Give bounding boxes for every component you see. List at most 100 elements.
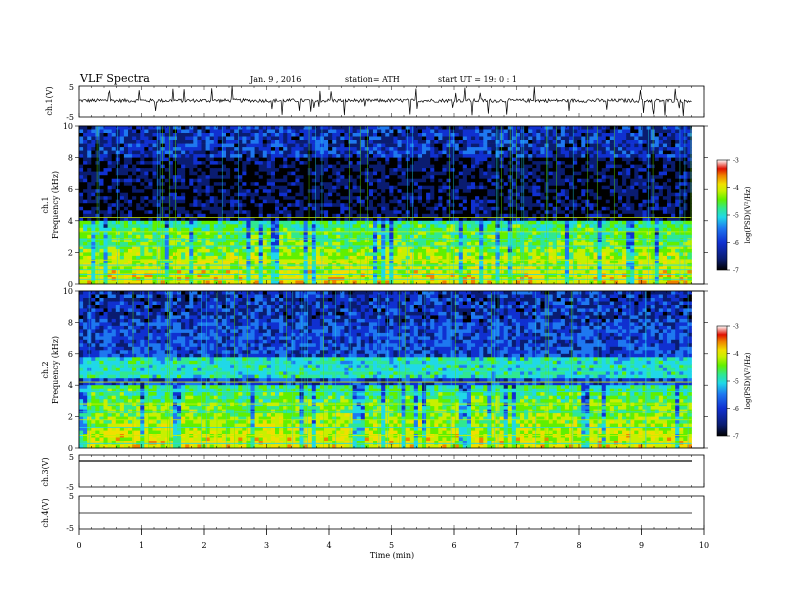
- spectrogram-cell: [466, 154, 472, 158]
- spectrogram-cell: [177, 255, 182, 260]
- spectrogram-cell: [164, 270, 170, 274]
- spectrogram-cell: [205, 270, 211, 274]
- spectrogram-cell: [217, 227, 223, 232]
- spectrogram-cell: [389, 252, 394, 257]
- spectrogram-cell: [140, 157, 145, 162]
- spectrogram-cell: [413, 217, 419, 222]
- spectrogram-cell: [270, 206, 276, 211]
- spectrogram-cell: [511, 150, 517, 155]
- spectrogram-cell: [397, 161, 402, 165]
- spectrogram-cell: [466, 231, 472, 236]
- spectrogram-cell: [254, 213, 260, 218]
- spectrogram-cell: [454, 270, 460, 274]
- spectrogram-cell: [324, 234, 329, 239]
- spectrogram-cell: [466, 248, 472, 253]
- spectrogram-cell: [483, 234, 488, 239]
- spectrogram-cell: [520, 182, 525, 187]
- spectrogram-cell: [503, 171, 509, 176]
- spectrogram-cell: [413, 171, 419, 176]
- spectrogram-cell: [368, 220, 374, 225]
- spectrogram-cell: [295, 231, 300, 236]
- spectrogram-cell: [291, 136, 296, 141]
- spectrogram-cell: [307, 231, 313, 236]
- spectrogram-cell: [524, 168, 529, 172]
- spectrogram-cell: [324, 266, 329, 271]
- spectrogram-cell: [311, 255, 317, 260]
- spectrogram-cell: [115, 273, 121, 278]
- spectrogram-cell: [136, 129, 141, 134]
- spectrogram-cell: [144, 143, 149, 148]
- spectrogram-cell: [422, 150, 427, 155]
- spectrogram-cell: [197, 255, 202, 260]
- spectrogram-cell: [217, 192, 223, 197]
- spectrogram-cell: [426, 136, 431, 141]
- spectrogram-cell: [275, 164, 280, 169]
- spectrogram-cell: [430, 164, 435, 169]
- spectrogram-cell: [201, 206, 206, 211]
- spectrogram-cell: [511, 126, 517, 130]
- spectrogram-cell: [87, 266, 92, 271]
- spectrogram-cell: [221, 238, 227, 243]
- spectrogram-cell: [332, 154, 337, 158]
- spectrogram-cell: [95, 157, 100, 162]
- spectrogram-cell: [123, 273, 129, 278]
- spectrogram-cell: [475, 224, 480, 229]
- spectrogram-cell: [144, 182, 149, 187]
- spectrogram-cell: [389, 248, 394, 253]
- spectrogram-cell: [315, 185, 321, 190]
- spectrogram-cell: [389, 238, 394, 243]
- spectrogram-cell: [515, 227, 521, 232]
- spectrogram-cell: [181, 252, 186, 257]
- spectrogram-cell: [520, 189, 525, 194]
- spectrogram-cell: [434, 129, 439, 134]
- spectrogram-cell: [393, 161, 398, 165]
- spectrogram-cell: [413, 252, 419, 257]
- spectrogram-cell: [315, 161, 321, 165]
- spectrogram-cell: [344, 266, 349, 271]
- spectrogram-cell: [458, 171, 464, 176]
- spectrogram-cell: [152, 227, 157, 232]
- spectrogram-cell: [136, 150, 141, 155]
- spectrogram-cell: [189, 140, 194, 144]
- spectrogram-cell: [324, 220, 329, 225]
- spectrogram-cell: [111, 199, 117, 204]
- spectrogram-cell: [405, 168, 411, 172]
- spectrogram-cell: [230, 168, 235, 172]
- spectrogram-cell: [348, 266, 353, 271]
- spectrogram-cell: [368, 227, 374, 232]
- spectrogram-cell: [344, 245, 349, 250]
- spectrogram-cell: [364, 227, 370, 232]
- spectrogram-cell: [511, 178, 517, 183]
- spectrogram-cell: [499, 178, 505, 183]
- spectrogram-cell: [307, 206, 313, 211]
- spectrogram-cell: [287, 133, 292, 137]
- spectrogram-cell: [446, 238, 451, 243]
- spectrogram-cell: [238, 185, 243, 190]
- spectrogram-cell: [520, 234, 525, 239]
- spectrogram-cell: [438, 259, 443, 264]
- spectrogram-cell: [136, 154, 141, 158]
- spectrogram-cell: [123, 150, 129, 155]
- spectrogram-cell: [250, 224, 255, 229]
- spectrogram-cell: [328, 136, 333, 141]
- spectrogram-cell: [99, 203, 104, 208]
- spectrogram-cell: [426, 157, 431, 162]
- spectrogram-cell: [205, 241, 211, 246]
- spectrogram-cell: [389, 154, 394, 158]
- spectrogram-cell: [450, 220, 456, 225]
- spectrogram-cell: [205, 252, 211, 257]
- spectrogram-cell: [279, 213, 284, 218]
- spectrogram-cell: [328, 210, 333, 215]
- spectrogram-cell: [336, 182, 341, 187]
- spectrogram-cell: [409, 220, 415, 225]
- spectrogram-cell: [217, 206, 223, 211]
- spectrogram-cell: [364, 136, 370, 141]
- spectrogram-cell: [144, 234, 149, 239]
- spectrogram-cell: [136, 238, 141, 243]
- spectrogram-cell: [458, 178, 464, 183]
- spectrogram-cell: [344, 133, 349, 137]
- spectrogram-cell: [221, 157, 227, 162]
- spectrogram-cell: [230, 143, 235, 148]
- spectrogram-cell: [487, 273, 492, 278]
- spectrogram-cell: [434, 154, 439, 158]
